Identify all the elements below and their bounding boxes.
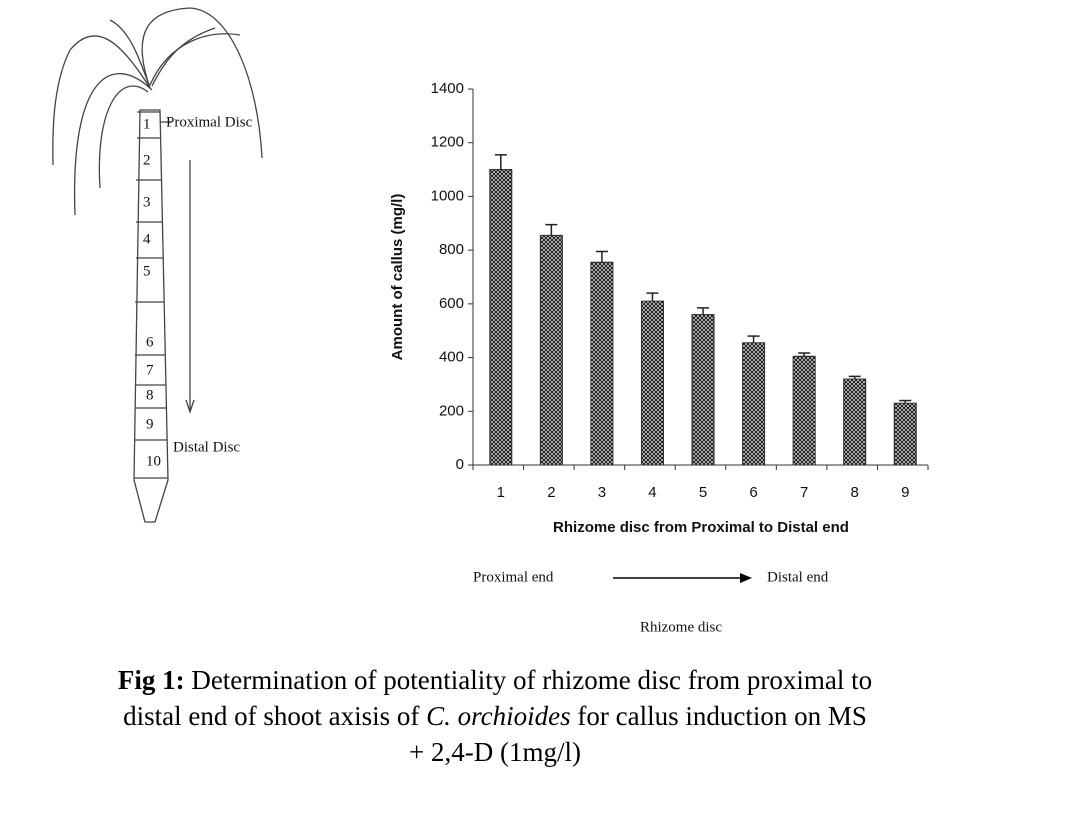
bar bbox=[893, 402, 917, 466]
x-tick-label: 9 bbox=[901, 484, 909, 501]
segment-number: 1 bbox=[143, 116, 151, 132]
bar bbox=[590, 261, 614, 466]
segment-number: 6 bbox=[146, 334, 154, 350]
y-tick-label: 200 bbox=[439, 402, 464, 419]
arrow-head bbox=[740, 573, 752, 583]
segment-number: 8 bbox=[146, 387, 154, 403]
plant-drawing bbox=[52, 7, 263, 523]
bar bbox=[742, 342, 766, 466]
plant-label: Proximal Disc bbox=[166, 114, 253, 130]
segment-number: 2 bbox=[143, 152, 151, 168]
y-tick-label: 0 bbox=[456, 456, 464, 473]
x-axis-label: Rhizome disc from Proximal to Distal end bbox=[553, 519, 849, 536]
y-tick-label: 400 bbox=[439, 349, 464, 366]
x-tick-label: 1 bbox=[497, 484, 505, 501]
y-tick-label: 1200 bbox=[431, 134, 464, 151]
caption-text: + 2,4-D (1mg/l) bbox=[409, 737, 581, 767]
segment-number: 10 bbox=[146, 453, 161, 469]
x-tick-label: 4 bbox=[648, 484, 656, 501]
x-tick-label: 2 bbox=[547, 484, 555, 501]
x-tick-label: 3 bbox=[598, 484, 606, 501]
plant-label: Distal Disc bbox=[173, 439, 240, 455]
x-tick-label: 6 bbox=[749, 484, 757, 501]
segment-number: 3 bbox=[143, 194, 151, 210]
caption-text: for callus induction on MS bbox=[577, 701, 867, 731]
y-tick-label: 600 bbox=[439, 295, 464, 312]
bar bbox=[843, 378, 867, 466]
y-axis-label: Amount of callus (mg/l) bbox=[389, 194, 406, 361]
y-tick-label: 800 bbox=[439, 241, 464, 258]
figure: 0 200 400 600 800 1000 1200 1400 1 2 3 4 5 6 7 8 9 Amount… bbox=[52, 7, 929, 635]
x-tick-label: 7 bbox=[800, 484, 808, 501]
caption: Fig 1: Determination of potentiality of … bbox=[0, 662, 990, 770]
y-tick-label: 1400 bbox=[431, 80, 464, 97]
species-name: C. orchioides bbox=[426, 701, 571, 731]
x-tick-label: 5 bbox=[699, 484, 707, 501]
bar bbox=[640, 300, 664, 466]
annotation: Rhizome disc bbox=[640, 619, 722, 635]
segment-number: 4 bbox=[143, 231, 151, 247]
caption-text: distal end of shoot axisis of bbox=[123, 701, 420, 731]
bar bbox=[489, 169, 513, 466]
segment-number: 5 bbox=[143, 263, 151, 279]
annotation: Distal end bbox=[767, 569, 829, 585]
bar bbox=[691, 314, 715, 466]
y-tick-label: 1000 bbox=[431, 187, 464, 204]
segment-number: 7 bbox=[146, 362, 154, 378]
bar bbox=[792, 355, 816, 466]
segment-number: 9 bbox=[146, 416, 154, 432]
x-tick-label: 8 bbox=[851, 484, 859, 501]
annotation: Proximal end bbox=[473, 569, 554, 585]
bar bbox=[539, 234, 563, 466]
caption-lead: Fig 1: bbox=[117, 665, 185, 695]
caption-text: Determination of potentiality of rhizome… bbox=[191, 665, 873, 695]
